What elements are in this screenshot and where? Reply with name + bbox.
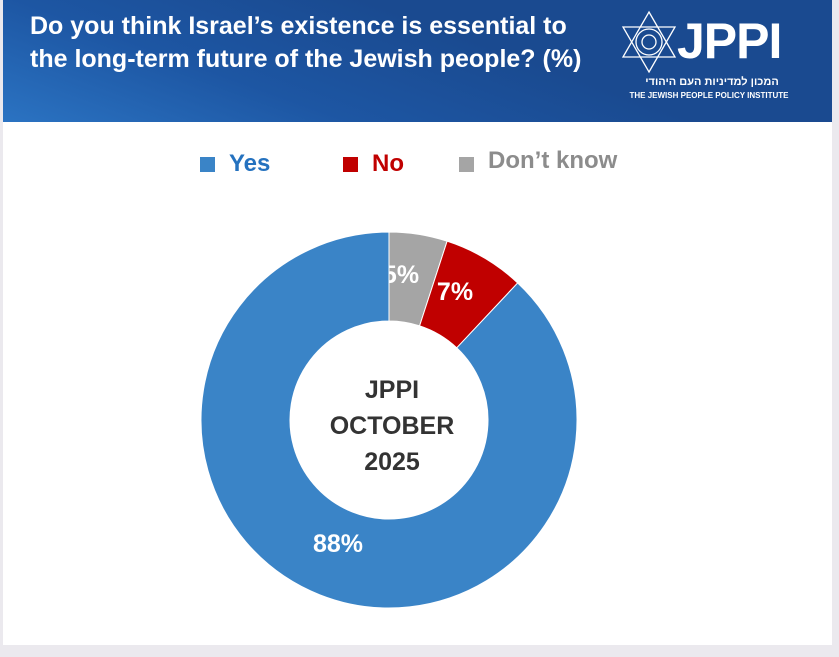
legend-item-no: No [343, 150, 404, 178]
legend-item-yes: Yes [200, 150, 270, 178]
legend-swatch [200, 156, 215, 172]
header-banner: Do you think Israel’s existence is essen… [3, 0, 832, 122]
chart-card: Do you think Israel’s existence is essen… [3, 0, 832, 645]
legend-label: Yes [229, 150, 271, 177]
legend: Yes No Don’t know [3, 147, 832, 180]
logo-english: THE JEWISH PEOPLE POLICY INSTITUTE [629, 91, 789, 100]
legend-label: Don’t know [488, 147, 618, 174]
chart-title: Do you think Israel’s existence is essen… [30, 12, 582, 73]
legend-swatch [459, 156, 474, 172]
legend-item-dont-know: Don’t know [459, 147, 617, 175]
legend-label: No [372, 150, 404, 177]
center-label: OCTOBER [330, 412, 455, 440]
center-label: 2025 [364, 448, 420, 476]
center-label: JPPI [365, 376, 419, 404]
slice-yes [200, 231, 578, 609]
jppi-logo: JPPI המכון למדיניות העם היהודי THE JEWIS… [619, 10, 799, 105]
logo-wordmark: JPPI [677, 13, 782, 69]
legend-swatch [343, 156, 358, 172]
star-of-david-icon [621, 10, 677, 74]
logo-hebrew: המכון למדיניות העם היהודי [645, 76, 779, 88]
data-label: 88% [313, 530, 363, 558]
data-label: 7% [437, 278, 473, 306]
